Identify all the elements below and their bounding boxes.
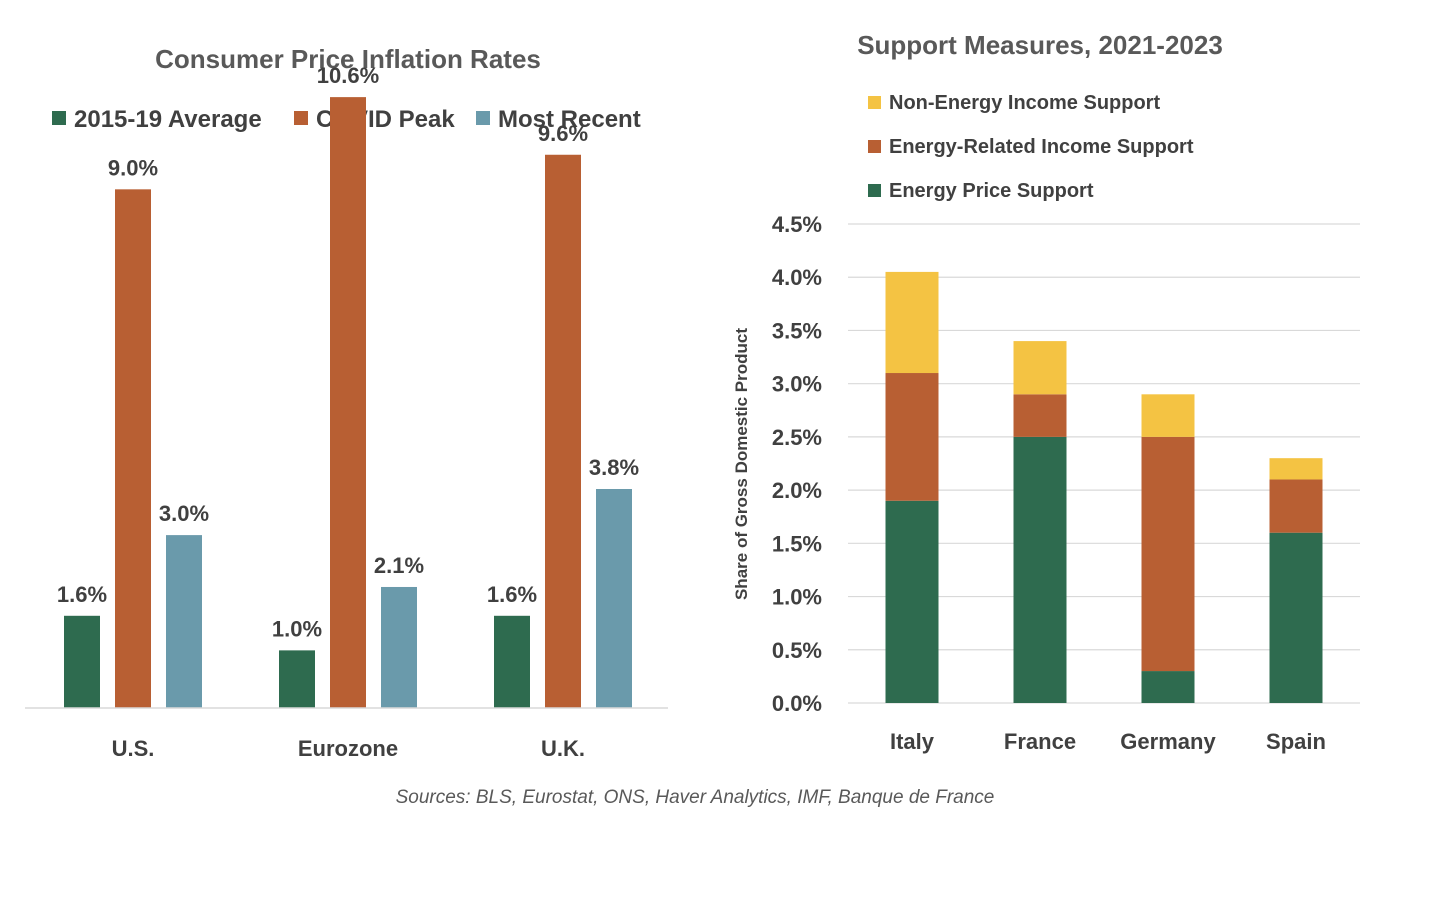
left-bar — [330, 97, 366, 708]
left-legend-swatch — [52, 111, 66, 125]
right-y-tick-label: 2.0% — [772, 478, 822, 503]
right-y-tick-label: 1.0% — [772, 585, 822, 610]
left-bar-data-label: 3.8% — [589, 455, 639, 480]
left-bar — [381, 586, 417, 708]
right-legend-swatch — [868, 96, 881, 109]
left-bar-data-label: 9.6% — [538, 121, 588, 146]
right-legend-label: Energy-Related Income Support — [889, 136, 1194, 158]
left-category-label: Eurozone — [298, 736, 398, 761]
right-y-tick-label: 1.5% — [772, 531, 822, 556]
right-y-tick-label: 4.5% — [772, 212, 822, 237]
right-legend-label: Non-Energy Income Support — [889, 92, 1160, 114]
right-legend-swatch — [868, 140, 881, 153]
left-legend-swatch — [294, 111, 308, 125]
right-y-tick-label: 3.0% — [772, 372, 822, 397]
left-bar — [279, 650, 315, 708]
right-y-tick-label: 3.5% — [772, 318, 822, 343]
left-legend-label: 2015-19 Average — [74, 106, 262, 133]
right-bar-segment — [1269, 532, 1323, 703]
right-category-label: Spain — [1266, 729, 1326, 754]
right-chart-categories: Italy France Germany Spain — [890, 729, 1326, 754]
right-y-tick-label: 4.0% — [772, 265, 822, 290]
right-category-label: Germany — [1120, 729, 1216, 754]
left-chart-title: Consumer Price Inflation Rates — [155, 44, 541, 74]
right-y-tick-label: 0.5% — [772, 638, 822, 663]
right-chart-bars — [885, 271, 1323, 703]
right-chart-title: Support Measures, 2021-2023 — [857, 30, 1223, 60]
right-legend-label: Energy Price Support — [889, 180, 1094, 202]
left-bar — [596, 489, 632, 708]
left-bar — [64, 615, 100, 708]
left-bar — [545, 154, 581, 708]
left-legend-swatch — [476, 111, 490, 125]
left-bar — [494, 615, 530, 708]
right-bar-segment — [1269, 458, 1323, 480]
left-bar-data-label: 10.6% — [317, 63, 379, 88]
right-legend-swatch — [868, 184, 881, 197]
right-chart-y-axis-title: Share of Gross Domestic Product — [732, 328, 751, 600]
left-bar-data-label: 1.6% — [487, 582, 537, 607]
right-bar-segment — [1013, 394, 1067, 437]
right-bar-segment — [1141, 394, 1195, 437]
right-bar-segment — [1269, 479, 1323, 533]
right-bar-segment — [885, 271, 939, 374]
right-bar-segment — [1141, 436, 1195, 672]
left-category-label: U.K. — [541, 736, 585, 761]
left-bar-data-label: 9.0% — [108, 155, 158, 180]
right-y-tick-label: 0.0% — [772, 691, 822, 716]
right-category-label: Italy — [890, 729, 935, 754]
right-bar-segment — [1141, 671, 1195, 703]
sources-note: Sources: BLS, Eurostat, ONS, Haver Analy… — [396, 787, 995, 808]
right-chart-legend: Non-Energy Income Support Energy-Related … — [868, 92, 1194, 202]
left-chart-categories: U.S. Eurozone U.K. — [112, 736, 585, 761]
left-bar-data-label: 3.0% — [159, 501, 209, 526]
left-bar — [166, 535, 202, 708]
left-legend-label: Most Recent — [498, 106, 641, 133]
left-bar-data-label: 2.1% — [374, 553, 424, 578]
right-bar-segment — [885, 500, 939, 703]
left-chart-bars: 1.6% 9.0% 3.0% 1.0% 10.6% 2.1% 1.6% 9.6% 3.8% — [57, 63, 639, 708]
right-chart-y-ticks: 0.0% 0.5% 1.0% 1.5% 2.0% 2.5% 3.0% 3.5% 4.0% 4.5% — [772, 212, 822, 716]
left-category-label: U.S. — [112, 736, 155, 761]
right-bar-segment — [1013, 436, 1067, 703]
right-bar-segment — [1013, 341, 1067, 395]
right-y-tick-label: 2.5% — [772, 425, 822, 450]
left-bar-data-label: 1.6% — [57, 582, 107, 607]
left-bar-data-label: 1.0% — [272, 616, 322, 641]
right-bar-segment — [885, 373, 939, 501]
right-category-label: France — [1004, 729, 1076, 754]
left-bar — [115, 189, 151, 708]
